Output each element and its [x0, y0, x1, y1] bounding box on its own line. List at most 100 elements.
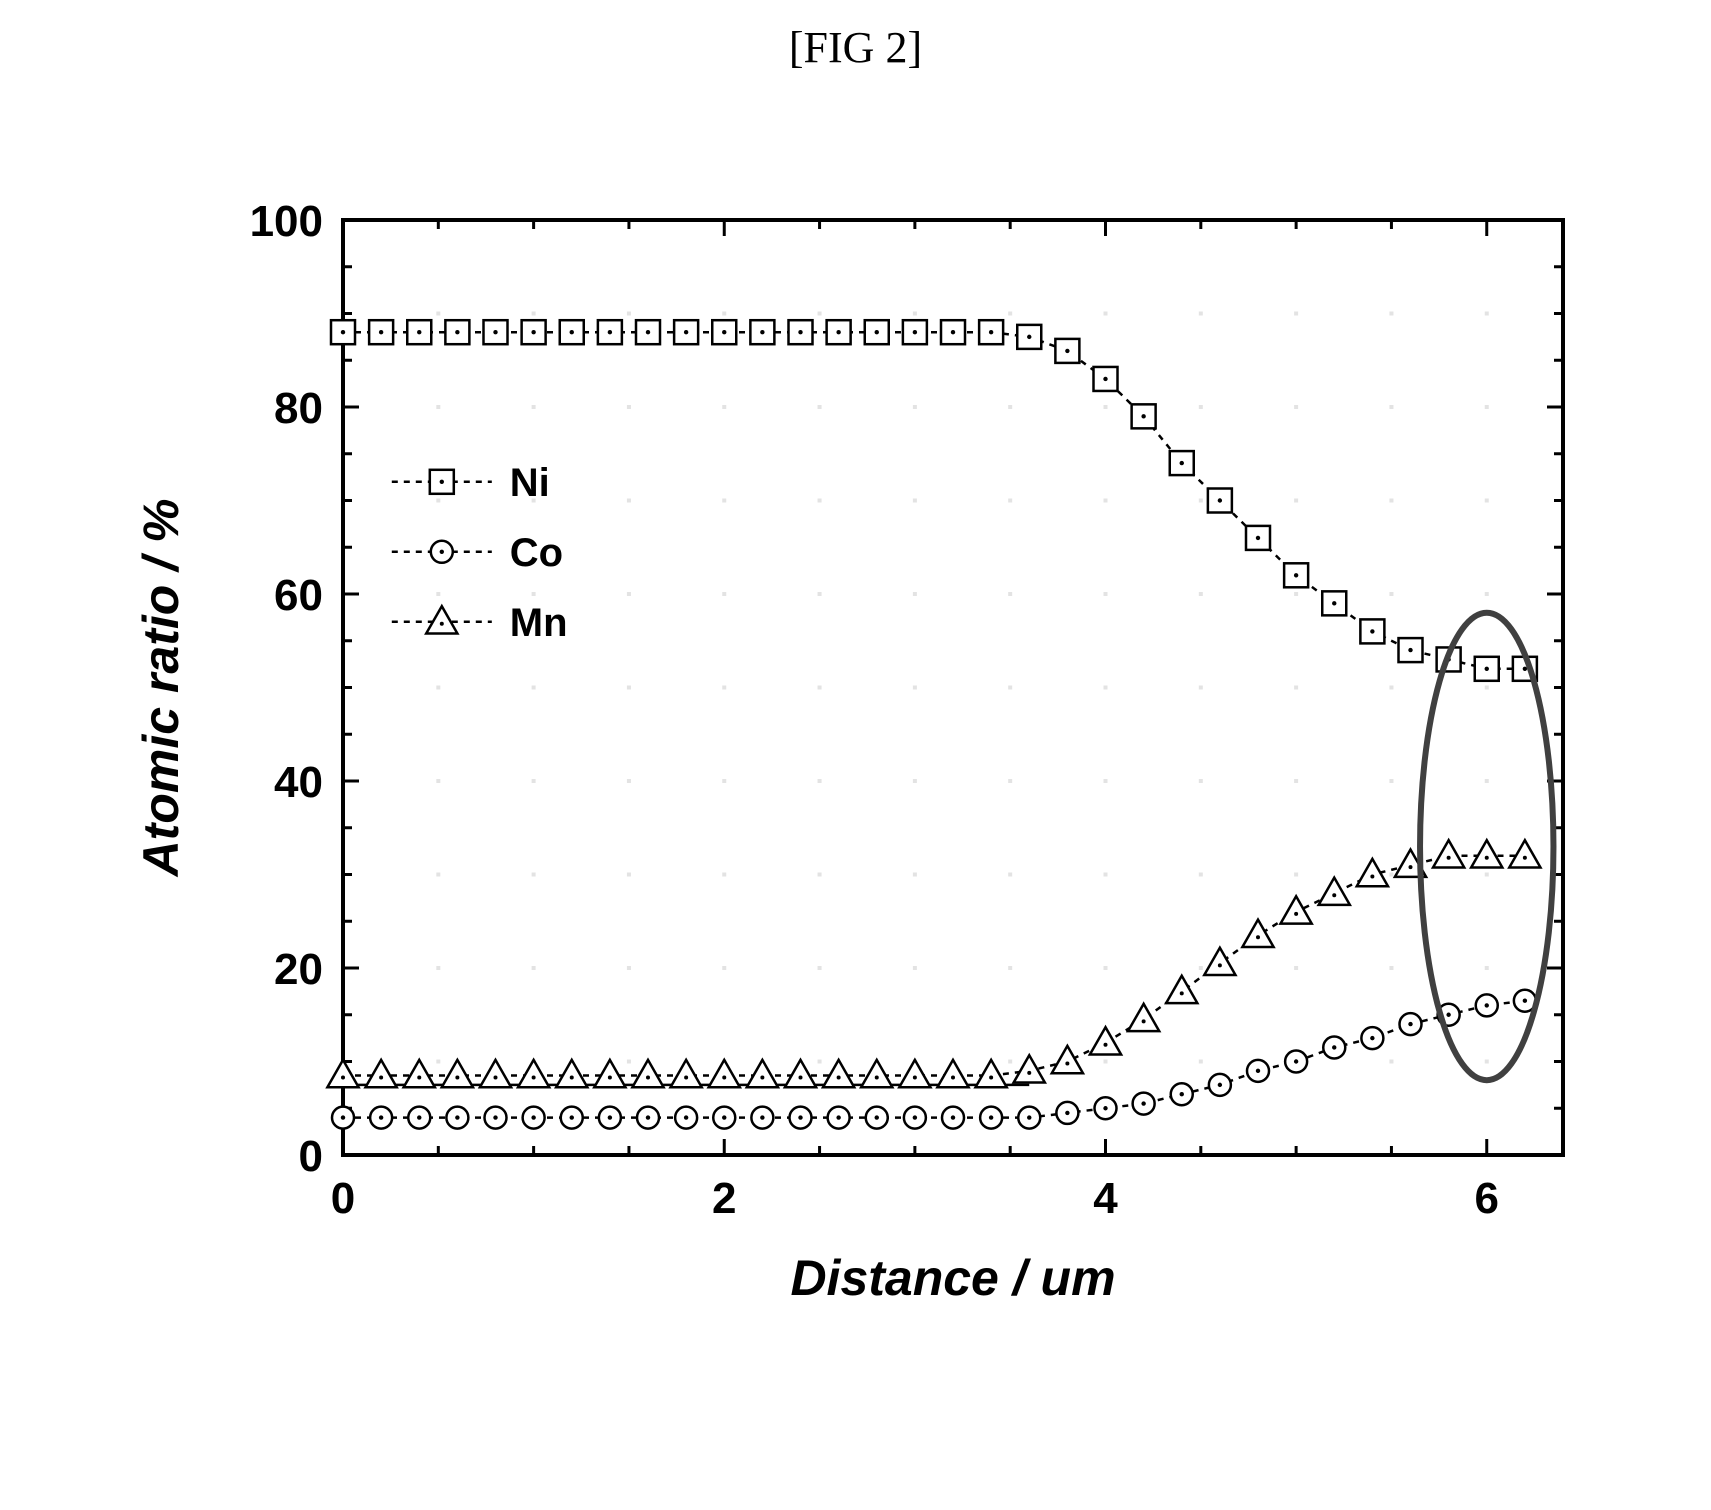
grid-dot: [627, 873, 631, 877]
marker-Mn-dot: [1409, 865, 1413, 869]
legend-marker-Co-dot: [440, 550, 444, 554]
grid-dot: [1008, 779, 1012, 783]
grid-dot: [913, 686, 917, 690]
grid-dot: [436, 873, 440, 877]
grid-dot: [1485, 1060, 1489, 1064]
grid-dot: [1389, 405, 1393, 409]
marker-Ni-dot: [798, 330, 802, 334]
grid-dot: [1104, 405, 1108, 409]
grid-dot: [1389, 966, 1393, 970]
x-tick-label: 2: [712, 1174, 736, 1223]
marker-Ni-dot: [684, 330, 688, 334]
grid-dot: [1104, 779, 1108, 783]
grid-dot: [722, 592, 726, 596]
grid-dot: [722, 966, 726, 970]
marker-Co-dot: [455, 1115, 459, 1119]
marker-Co-dot: [608, 1115, 612, 1119]
grid-dot: [1294, 873, 1298, 877]
marker-Mn-dot: [1370, 875, 1374, 879]
grid-dot: [1199, 779, 1203, 783]
grid-dot: [1199, 592, 1203, 596]
marker-Co-dot: [1256, 1069, 1260, 1073]
marker-Ni-dot: [1332, 601, 1336, 605]
grid-dot: [1485, 686, 1489, 690]
marker-Ni-dot: [531, 330, 535, 334]
marker-Co-dot: [1065, 1111, 1069, 1115]
marker-Ni-dot: [1408, 648, 1412, 652]
marker-Co-dot: [1180, 1092, 1184, 1096]
marker-Co-dot: [1294, 1059, 1298, 1063]
grid-dot: [436, 966, 440, 970]
x-tick-label: 4: [1093, 1174, 1118, 1223]
marker-Mn-dot: [684, 1076, 688, 1080]
marker-Mn-dot: [1256, 935, 1260, 939]
grid-dot: [436, 592, 440, 596]
grid-dot: [1294, 592, 1298, 596]
marker-Ni-dot: [1256, 536, 1260, 540]
marker-Mn-dot: [989, 1076, 993, 1080]
grid-dot: [532, 405, 536, 409]
marker-Mn-dot: [1027, 1071, 1031, 1075]
y-tick-label: 80: [274, 384, 323, 433]
marker-Co-dot: [1141, 1101, 1145, 1105]
grid-dot: [1485, 312, 1489, 316]
grid-dot: [722, 686, 726, 690]
grid-dot: [1389, 312, 1393, 316]
grid-dot: [1199, 499, 1203, 503]
grid-dot: [818, 592, 822, 596]
grid-dot: [1008, 312, 1012, 316]
marker-Mn-dot: [1332, 893, 1336, 897]
grid-dot: [913, 966, 917, 970]
marker-Ni-dot: [1027, 335, 1031, 339]
legend-marker-Ni-dot: [440, 480, 444, 484]
marker-Ni-dot: [760, 330, 764, 334]
grid-dot: [1104, 873, 1108, 877]
grid-dot: [913, 779, 917, 783]
marker-Mn-dot: [1142, 1019, 1146, 1023]
grid-dot: [1485, 499, 1489, 503]
marker-Co-dot: [951, 1115, 955, 1119]
marker-Co-dot: [722, 1115, 726, 1119]
marker-Ni-dot: [341, 330, 345, 334]
grid-dot: [1389, 1060, 1393, 1064]
grid-dot: [1199, 312, 1203, 316]
marker-Ni-dot: [951, 330, 955, 334]
marker-Ni-dot: [722, 330, 726, 334]
grid-dot: [1008, 592, 1012, 596]
marker-Mn-dot: [532, 1076, 536, 1080]
grid-dot: [818, 966, 822, 970]
plot-background: [343, 220, 1563, 1155]
marker-Ni-dot: [1485, 667, 1489, 671]
grid-dot: [532, 779, 536, 783]
grid-dot: [913, 592, 917, 596]
legend-marker-Mn-dot: [440, 622, 444, 626]
grid-dot: [436, 779, 440, 783]
marker-Co-dot: [1332, 1045, 1336, 1049]
marker-Mn-dot: [913, 1076, 917, 1080]
marker-Co-dot: [646, 1115, 650, 1119]
marker-Ni-dot: [646, 330, 650, 334]
marker-Mn-dot: [1447, 856, 1451, 860]
grid-dot: [1389, 779, 1393, 783]
grid-dot: [627, 405, 631, 409]
marker-Ni-dot: [1370, 629, 1374, 633]
grid-dot: [436, 499, 440, 503]
marker-Mn-dot: [608, 1076, 612, 1080]
marker-Mn-dot: [1180, 991, 1184, 995]
grid-dot: [627, 686, 631, 690]
marker-Co-dot: [1027, 1115, 1031, 1119]
marker-Ni-dot: [1141, 414, 1145, 418]
grid-dot: [627, 966, 631, 970]
grid-dot: [1294, 499, 1298, 503]
marker-Co-dot: [531, 1115, 535, 1119]
grid-dot: [436, 1060, 440, 1064]
marker-Ni-dot: [455, 330, 459, 334]
marker-Co-dot: [493, 1115, 497, 1119]
grid-dot: [722, 405, 726, 409]
grid-dot: [913, 405, 917, 409]
grid-dot: [1485, 873, 1489, 877]
figure-title-wrap: [FIG 2]: [0, 22, 1711, 73]
grid-dot: [818, 312, 822, 316]
grid-dot: [1485, 779, 1489, 783]
grid-dot: [1389, 873, 1393, 877]
